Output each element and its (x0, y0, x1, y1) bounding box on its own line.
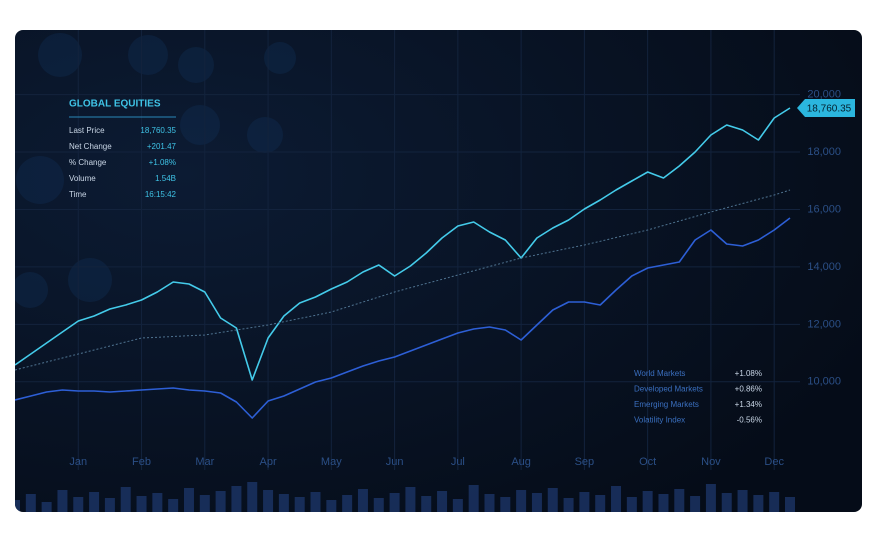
volume-bar (769, 492, 780, 512)
panel-background (15, 30, 862, 512)
volume-bar (405, 487, 416, 512)
panel-value: 18,760.35 (140, 126, 176, 135)
y-tick-label: 14,000 (807, 261, 841, 273)
y-tick-label: 18,000 (807, 146, 841, 158)
volume-bar (342, 495, 353, 512)
price-tag (797, 98, 855, 117)
volume-bar (326, 500, 337, 512)
x-tick-label: Apr (259, 456, 276, 468)
volume-bar (294, 497, 305, 512)
y-tick-label: 10,000 (807, 376, 841, 388)
market-label: World Markets (634, 369, 685, 378)
volume-bar (57, 490, 68, 512)
x-tick-label: Mar (195, 456, 214, 468)
volume-bar (389, 493, 400, 512)
series-line (15, 189, 791, 371)
series-line (15, 217, 791, 419)
bokeh (15, 33, 296, 308)
volume-bar (721, 493, 732, 512)
plot (15, 30, 800, 512)
volume-bar (658, 494, 669, 512)
volume-bar (468, 485, 479, 512)
volume-bar (642, 491, 653, 512)
panel-label: Time (69, 190, 87, 199)
volume-bar (168, 499, 179, 512)
x-tick-label: Jun (386, 456, 404, 468)
volume-bar (753, 495, 764, 512)
volume-bar (152, 493, 163, 512)
x-tick-label: Dec (764, 456, 784, 468)
x-tick-label: Feb (132, 456, 151, 468)
volume-bar (437, 491, 448, 512)
volume-bar (690, 496, 701, 512)
volume-bar (120, 487, 131, 512)
x-tick-label: May (321, 456, 342, 468)
x-tick-label: Sep (575, 456, 595, 468)
panel-label: Net Change (69, 142, 112, 151)
market-value: -0.56% (737, 416, 762, 425)
y-tick-label: 16,000 (807, 203, 841, 215)
volume-bar (595, 495, 606, 512)
series-line (15, 107, 791, 381)
market-value: +1.08% (735, 369, 762, 378)
panel-value: 16:15:42 (145, 190, 177, 199)
volume-bar (452, 499, 463, 512)
volume-bar (484, 494, 495, 512)
volume-bar (563, 498, 574, 512)
volume-bar (199, 495, 210, 512)
volume-bar (737, 490, 748, 512)
volume-bar (41, 502, 52, 512)
volume-bar (579, 492, 590, 512)
volume-bar (183, 488, 194, 512)
volume-bar (310, 492, 321, 512)
volume-bar (547, 488, 558, 512)
volume-bar (516, 490, 527, 512)
volume-bar (73, 497, 84, 512)
volume-bar (421, 496, 432, 512)
volume-bar (674, 489, 685, 512)
x-tick-label: Nov (701, 456, 721, 468)
volume-bar (626, 497, 637, 512)
volume-bar (25, 494, 36, 512)
volume-bar (278, 494, 289, 512)
volume-bar (357, 489, 368, 512)
x-tick-label: Jan (69, 456, 87, 468)
x-tick-label: Jul (451, 456, 465, 468)
volume-bar (500, 497, 511, 512)
volume-bar (215, 491, 226, 512)
y-tick-label: 12,000 (807, 318, 841, 330)
x-tick-label: Aug (511, 456, 531, 468)
market-value: +1.34% (735, 400, 762, 409)
volume-bar (531, 493, 542, 512)
volume-bar (104, 498, 115, 512)
volume-bar (373, 498, 384, 512)
price-tag-label: 18,760.35 (807, 104, 852, 115)
volume-bar (247, 482, 258, 512)
panel-title: GLOBAL EQUITIES (69, 99, 161, 110)
volume-bar (136, 496, 147, 512)
volume-bar (231, 486, 242, 512)
market-label: Volatility Index (634, 416, 685, 425)
panel-value: 1.54B (155, 174, 176, 183)
volume-bar (15, 500, 20, 512)
panel-value: +201.47 (147, 142, 177, 151)
volume-bar (705, 484, 716, 512)
volume-bar (263, 490, 274, 512)
panel-value: +1.08% (149, 158, 176, 167)
market-label: Emerging Markets (634, 400, 699, 409)
market-value: +0.86% (735, 385, 762, 394)
panel-label: Volume (69, 174, 96, 183)
volume-bar (89, 492, 100, 512)
panel-label: Last Price (69, 126, 105, 135)
panel-label: % Change (69, 158, 107, 167)
x-tick-label: Oct (639, 456, 656, 468)
info-panel: GLOBAL EQUITIES Last Price 18,760.35 Net C… (69, 99, 177, 199)
market-label: Developed Markets (634, 385, 703, 394)
volume-bar (785, 497, 795, 512)
volume-bar (611, 486, 622, 512)
y-tick-label: 20,000 (807, 88, 841, 100)
